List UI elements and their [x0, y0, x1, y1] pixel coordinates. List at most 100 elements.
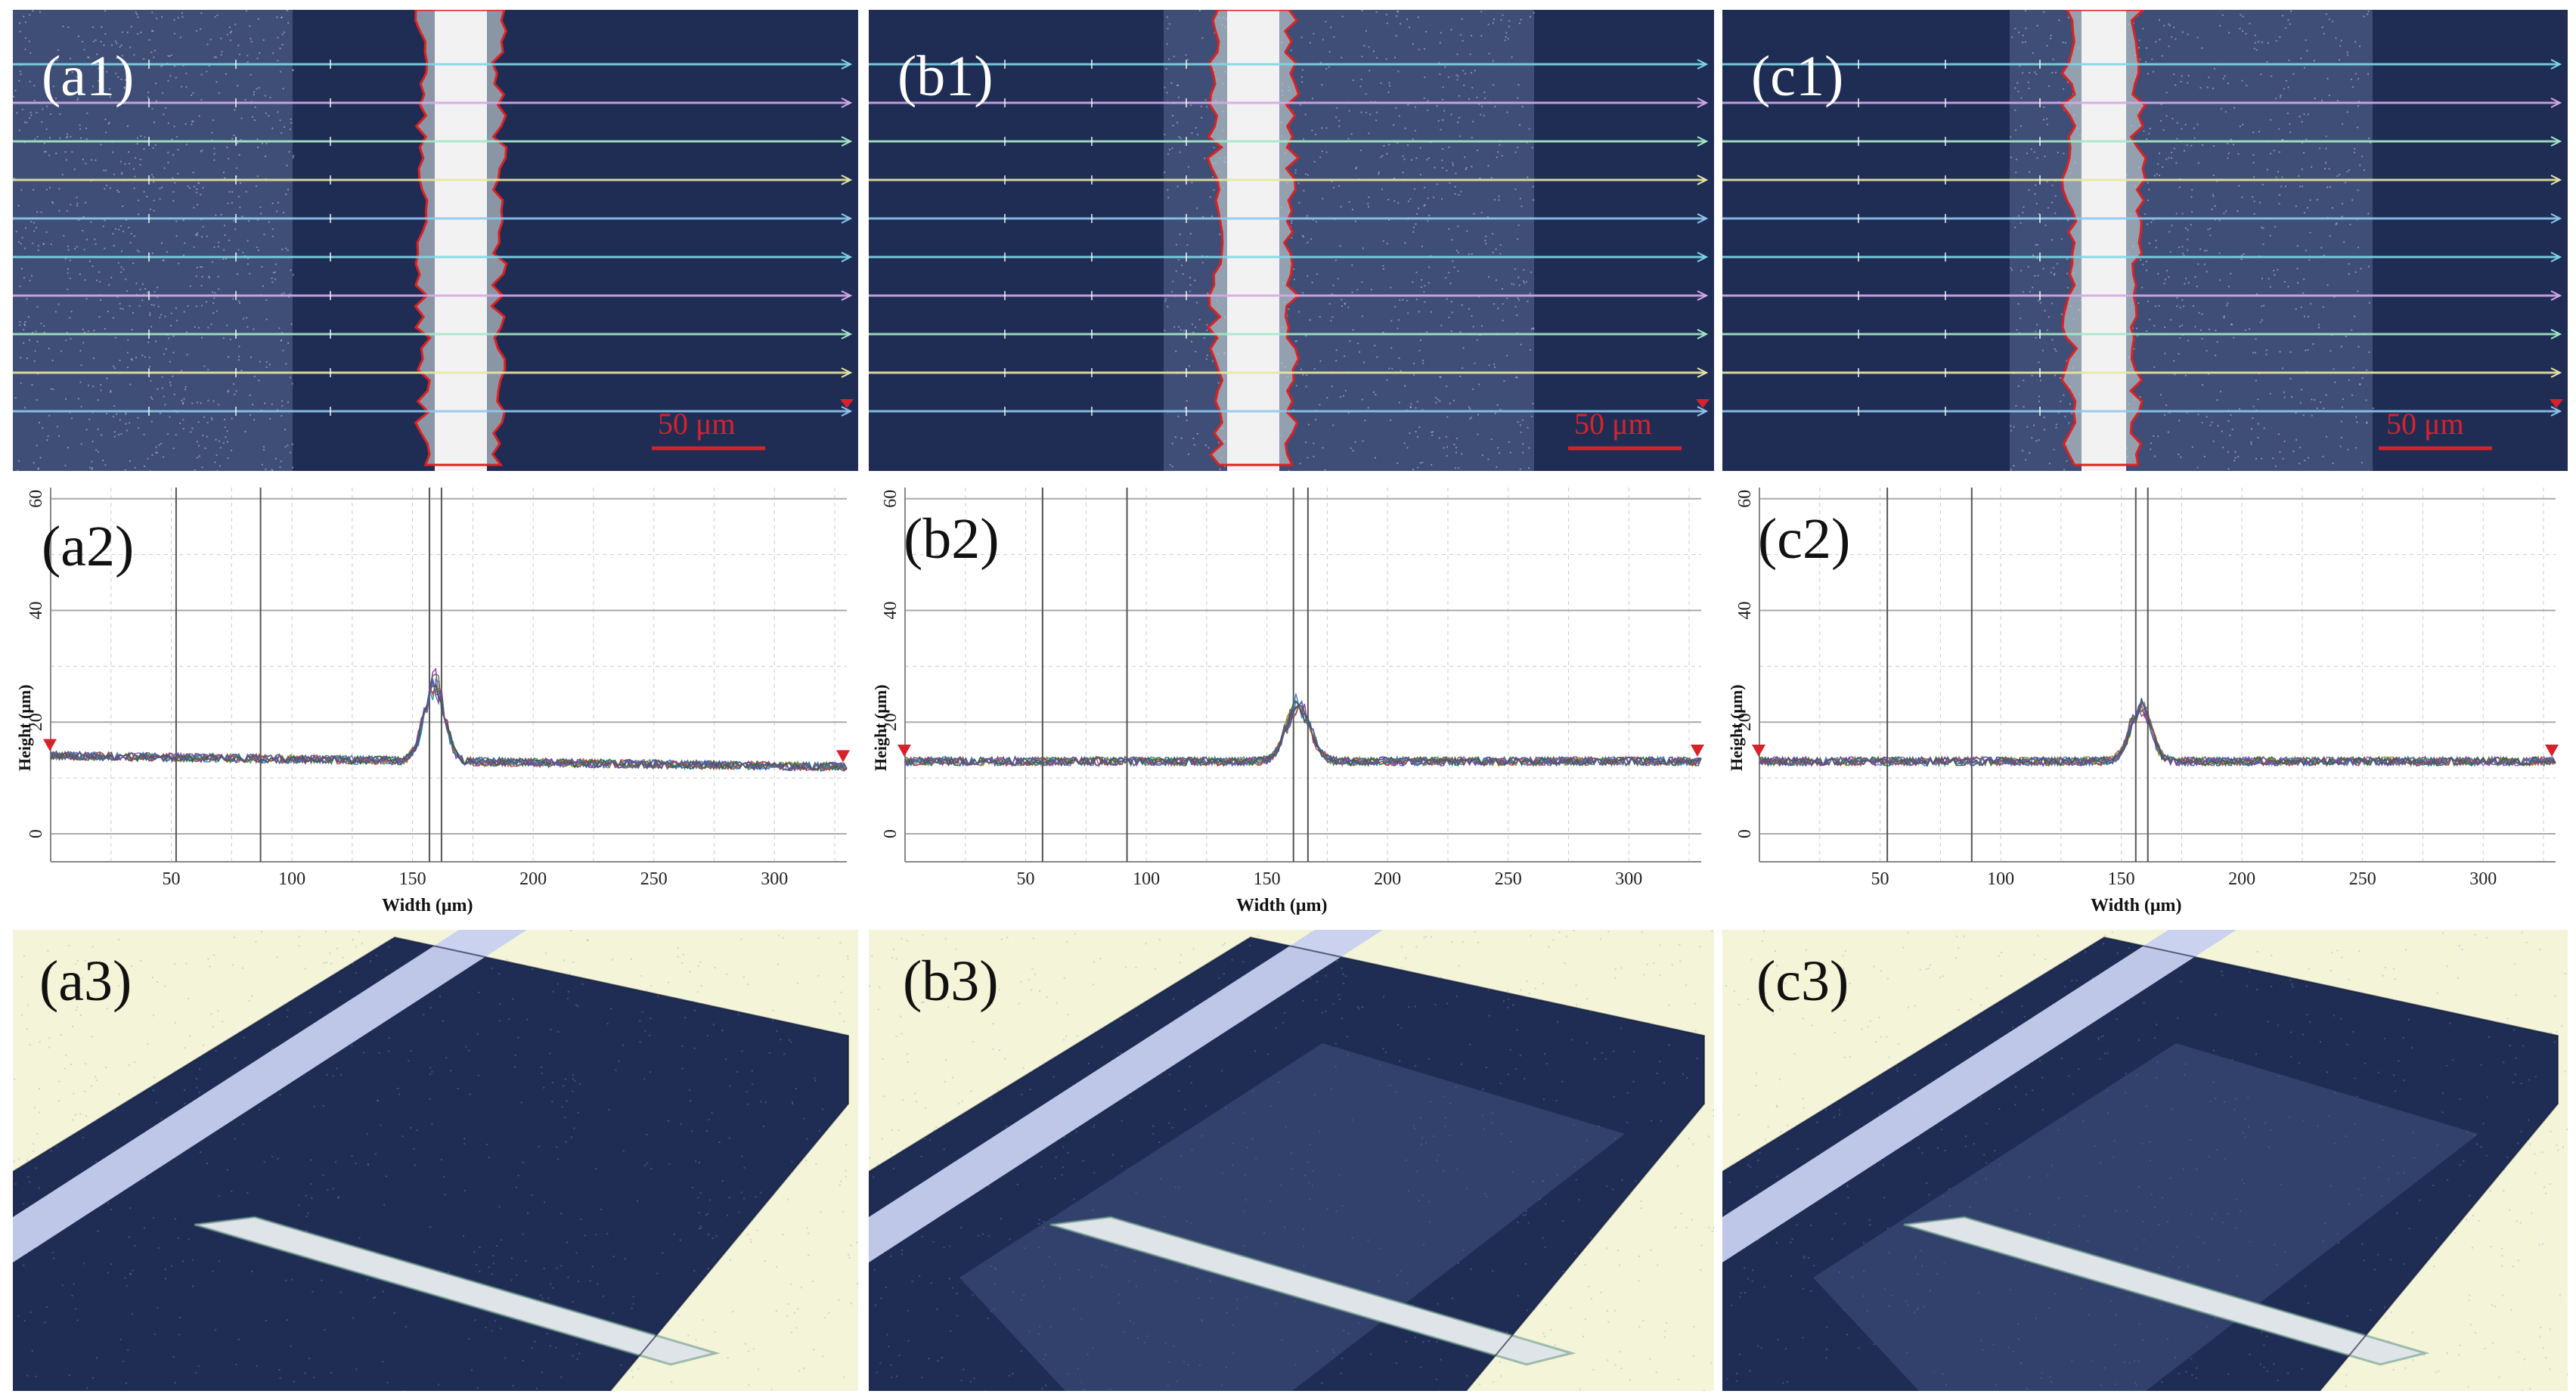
track-boundary: [2060, 10, 2147, 466]
profile-series: [50, 685, 848, 772]
profile-chart-b2: 50 100 150 200 250 300 0 20 40 60 (b2) Height (μm…: [862, 480, 1720, 922]
profile-series: [904, 700, 1702, 767]
grid: [50, 488, 847, 862]
track-boundary: [1206, 10, 1300, 466]
x-tick-label: 100: [278, 869, 305, 889]
end-marker: [840, 399, 854, 408]
y-axis-label: Height (μm): [871, 684, 890, 771]
x-axis-label: Width (μm): [382, 896, 473, 915]
panel-label: (c1): [1751, 45, 1844, 108]
profile-series: [1759, 708, 2556, 768]
y-tick-label: 40: [26, 602, 46, 620]
panel-label: (a3): [39, 949, 132, 1013]
scale-bar-label: 50 μm: [2386, 407, 2464, 441]
y-tick-label: 20: [881, 713, 901, 731]
panel-label: (a1): [42, 45, 135, 108]
micrograph-a1: (a1) 50 μm: [13, 10, 858, 471]
profile-series: [1759, 703, 2556, 767]
profile-series: [50, 668, 848, 771]
track-boundary: [414, 10, 508, 466]
start-marker: [897, 745, 911, 757]
ridge: [1904, 1217, 2426, 1364]
x-axis-label: Width (μm): [2091, 896, 2182, 915]
start-marker: [43, 739, 57, 751]
profile-series: [1759, 698, 2556, 768]
micrograph-image: [13, 10, 858, 471]
grid: [1759, 488, 2556, 862]
start-marker: [1752, 745, 1765, 757]
textured-zone: [959, 1043, 1625, 1391]
x-tick-label: 150: [2108, 869, 2135, 889]
x-tick-label: 50: [163, 869, 181, 889]
x-axis-label: Width (μm): [1236, 896, 1328, 915]
track-core: [2082, 10, 2126, 471]
profile-series: [904, 704, 1702, 768]
profile-chart-a2: 50 100 150 200 250 300 0 20 40 60 (a2) Height (μm…: [8, 480, 866, 922]
x-tick-label: 200: [1374, 869, 1401, 889]
profile-series: [1759, 697, 2556, 767]
scan-lines: [1722, 59, 2562, 417]
textured-zone: [13, 10, 293, 471]
laser-band: [869, 930, 1383, 1262]
panel-label: (b3): [903, 949, 999, 1013]
profile-series: [1759, 706, 2556, 767]
x-tick-label: 100: [1987, 869, 2014, 889]
scale-bar-label: 50 μm: [658, 407, 736, 441]
x-tick-label: 50: [1871, 869, 1889, 889]
panel-label: (c2): [1758, 507, 1851, 571]
plate-edge: [1722, 936, 2559, 1391]
y-tick-label: 60: [881, 490, 901, 508]
micrograph-c1: (c1) 50 μm: [1722, 10, 2568, 471]
x-tick-label: 150: [399, 869, 426, 889]
surface-texture: [13, 930, 858, 1391]
track-core: [435, 10, 487, 471]
x-tick-label: 300: [2469, 869, 2497, 889]
profile-series: [904, 693, 1702, 767]
x-tick-label: 200: [2228, 869, 2255, 889]
laser-band: [13, 930, 527, 1262]
render3d-c3: (c3): [1722, 930, 2568, 1391]
end-marker: [1696, 399, 1710, 408]
plate-edge: [869, 936, 1705, 1391]
grid: [904, 488, 1701, 862]
scan-lines: [13, 59, 853, 417]
render3d-image: [13, 930, 858, 1391]
surface-texture: [1724, 931, 2568, 1391]
end-marker: [1691, 745, 1704, 757]
x-tick-label: 50: [1017, 869, 1035, 889]
panel-label: (a2): [42, 515, 135, 578]
track-core: [1227, 10, 1279, 471]
x-tick-label: 300: [761, 869, 788, 889]
surface-plate: [869, 937, 1704, 1391]
y-axis-label: Height (μm): [15, 684, 34, 771]
panel-label: (c3): [1756, 949, 1849, 1013]
y-tick-label: 40: [881, 602, 901, 620]
render3d-image: [869, 930, 1714, 1391]
profile-plot: 50 100 150 200 250 300 0 20 40 60: [26, 488, 850, 889]
end-marker: [2550, 399, 2563, 408]
y-tick-label: 60: [26, 490, 46, 508]
ridge: [1050, 1217, 1572, 1364]
y-tick-label: 0: [1735, 829, 1755, 838]
end-marker: [2545, 745, 2559, 757]
surface-plate: [13, 937, 848, 1391]
profile-series: [1759, 701, 2556, 767]
textured-zone: [1813, 1043, 2478, 1391]
speckle: [13, 10, 294, 471]
profile-series: [904, 699, 1702, 767]
laser-band: [1722, 930, 2237, 1262]
render3d-a3: (a3): [13, 930, 858, 1391]
profile-plot: 50 100 150 200 250 300 0 20 40 60: [1735, 488, 2559, 889]
x-tick-label: 250: [2349, 869, 2376, 889]
ridge: [194, 1217, 716, 1364]
profile-plot: 50 100 150 200 250 300 0 20 40 60: [881, 488, 1704, 889]
surface-texture: [869, 930, 1714, 1391]
x-tick-label: 200: [519, 869, 547, 889]
profile-series: [1759, 702, 2556, 767]
x-tick-label: 300: [1615, 869, 1642, 889]
plate-edge: [13, 936, 849, 1391]
render3d-image: [1722, 930, 2568, 1391]
x-tick-label: 150: [1254, 869, 1281, 889]
end-marker: [836, 750, 850, 763]
panel-label: (b1): [897, 45, 994, 108]
